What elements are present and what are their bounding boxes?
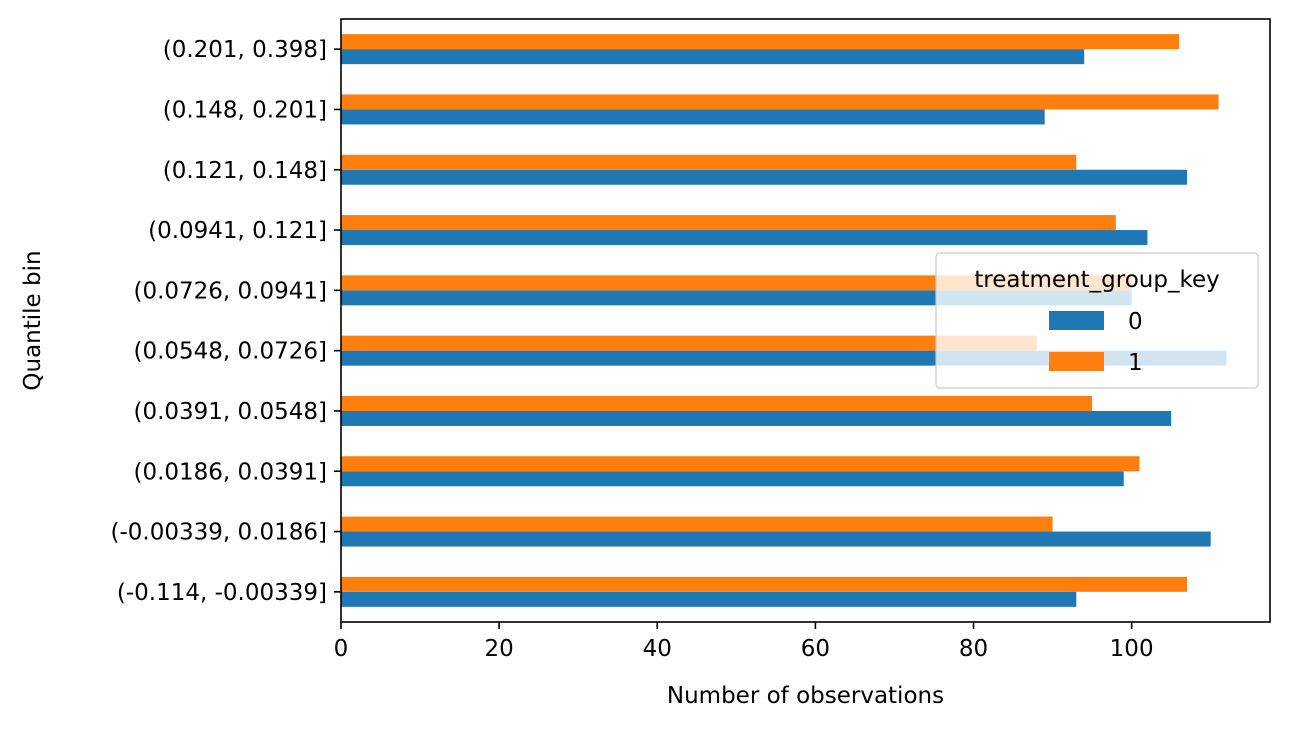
- legend: treatment_group_key 01: [935, 252, 1259, 389]
- y-tick-label: (0.201, 0.398]: [163, 37, 327, 63]
- y-axis: (-0.114, -0.00339] (-0.00339, 0.0186] (0.0…: [111, 37, 341, 606]
- bars-layer: [341, 34, 1227, 607]
- y-tick-label: (-0.114, -0.00339]: [117, 580, 327, 606]
- bar-series-0: [341, 49, 1085, 65]
- bar-series-1: [341, 34, 1180, 50]
- bar-series-1: [341, 154, 1077, 170]
- bar-series-0: [341, 169, 1187, 185]
- y-tick-label: (0.0548, 0.0726]: [133, 339, 327, 365]
- bar-series-1: [341, 94, 1219, 110]
- y-tick-label: (0.121, 0.148]: [163, 158, 327, 184]
- x-axis-title: Number of observations: [667, 683, 944, 709]
- bar-series-0: [341, 471, 1124, 487]
- y-tick-label: (0.0726, 0.0941]: [133, 278, 327, 304]
- bar-series-0: [341, 531, 1211, 547]
- y-axis-title: Quantile bin: [20, 250, 46, 390]
- x-tick-label: 20: [484, 636, 513, 662]
- bar-series-0: [341, 410, 1172, 426]
- bar-series-1: [341, 215, 1116, 231]
- bar-series-1: [341, 335, 1037, 351]
- y-tick-label: (0.148, 0.201]: [163, 97, 327, 123]
- x-tick-label: 80: [959, 636, 988, 662]
- legend-label-0: 0: [1128, 309, 1143, 335]
- bar-series-1: [341, 395, 1093, 411]
- bar-series-1: [341, 456, 1140, 472]
- y-tick-label: (0.0186, 0.0391]: [133, 459, 327, 485]
- legend-swatch-1: [1049, 352, 1104, 371]
- legend-label-1: 1: [1128, 350, 1143, 376]
- y-tick-label: (-0.00339, 0.0186]: [111, 520, 327, 546]
- x-axis: 0 20 40 60 80 100: [334, 622, 1154, 662]
- x-tick-label: 60: [801, 636, 830, 662]
- bar-series-0: [341, 109, 1045, 125]
- bar-series-0: [341, 290, 1132, 306]
- x-tick-label: 0: [334, 636, 349, 662]
- bar-series-1: [341, 576, 1187, 592]
- legend-title: treatment_group_key: [974, 267, 1219, 293]
- bar-series-0: [341, 591, 1077, 607]
- plot-frame: [340, 18, 1271, 623]
- bar-series-0: [341, 230, 1148, 246]
- y-tick-label: (0.0391, 0.0548]: [133, 399, 327, 425]
- legend-swatch-0: [1049, 311, 1104, 330]
- legend-entries: 01: [1049, 309, 1143, 376]
- bar-series-1: [341, 516, 1053, 532]
- x-tick-label: 40: [643, 636, 672, 662]
- bar-series-1: [341, 275, 1132, 291]
- x-tick-label: 100: [1110, 636, 1154, 662]
- y-tick-label: (0.0941, 0.121]: [148, 218, 327, 244]
